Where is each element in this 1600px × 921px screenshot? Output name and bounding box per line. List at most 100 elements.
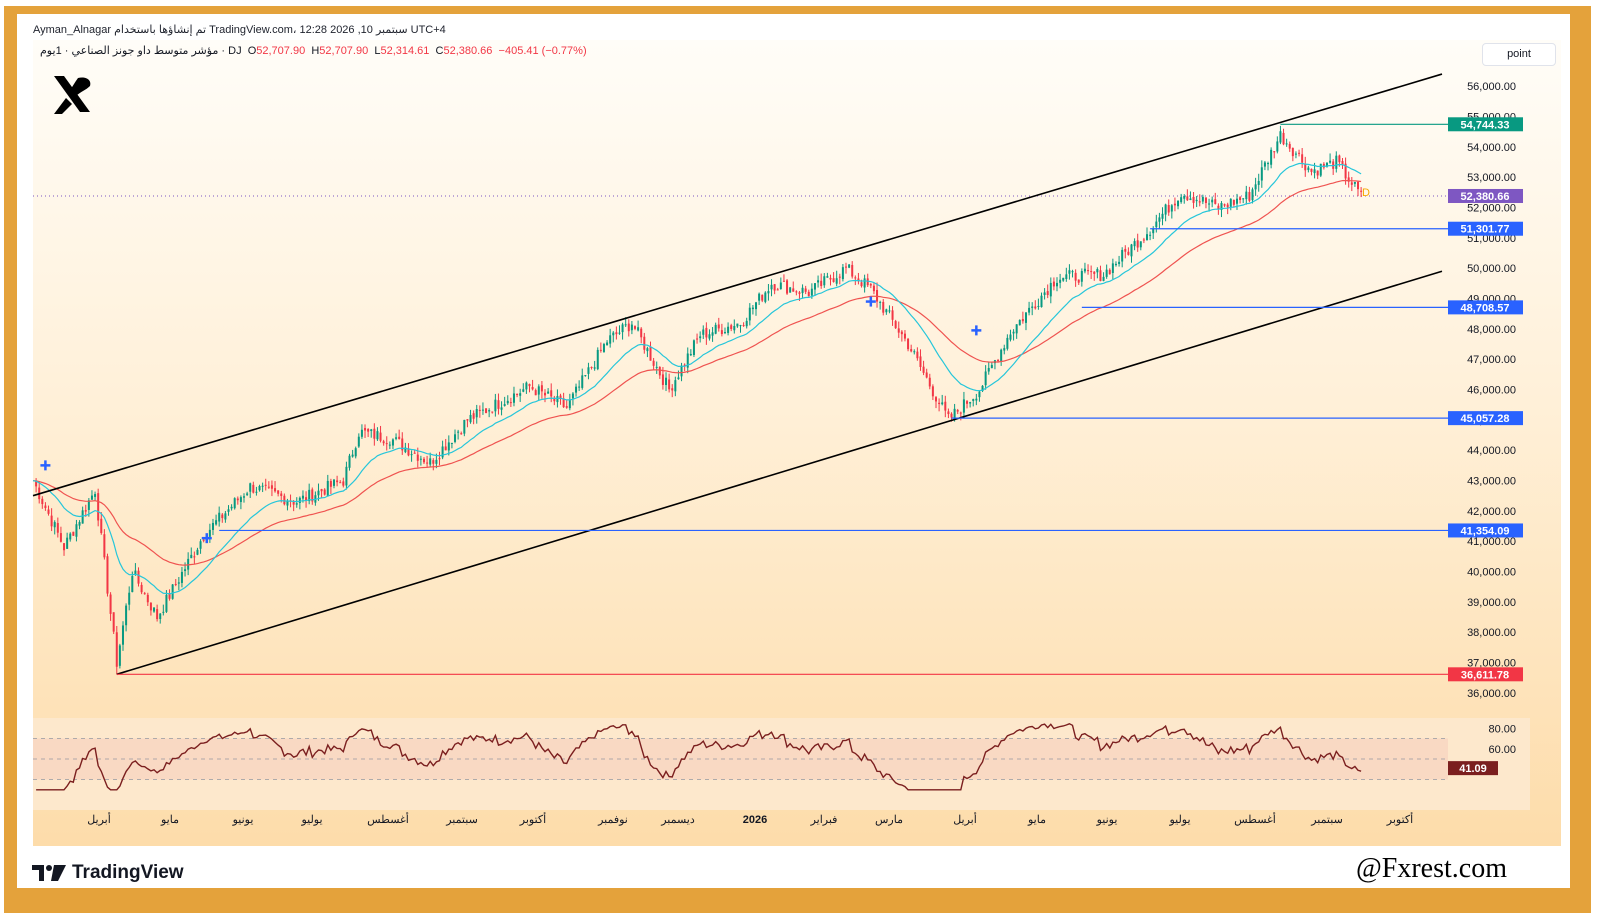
candle-body: [1310, 168, 1313, 172]
candle-body: [829, 277, 832, 280]
candle-body: [485, 408, 488, 414]
candle-body: [146, 594, 149, 603]
candle-body: [1099, 270, 1102, 282]
candle-body: [1360, 190, 1363, 192]
candle-body: [789, 287, 792, 293]
candle-body: [1068, 270, 1071, 274]
candle-body: [844, 266, 848, 268]
candle-body: [1012, 331, 1015, 334]
candle-body: [1090, 271, 1093, 273]
candle-body: [78, 522, 81, 526]
candle-body: [329, 481, 332, 487]
candle-body: [404, 447, 407, 453]
x-tick-label: يوليو: [300, 814, 322, 826]
candle-body: [1040, 295, 1043, 308]
candle-body: [463, 419, 466, 434]
candle-body: [1322, 163, 1325, 168]
candle-body: [1059, 279, 1062, 283]
candle-body: [1232, 200, 1235, 205]
candle-body: [193, 556, 196, 558]
candle-body: [522, 389, 525, 392]
candle-body: [705, 327, 708, 338]
candle-body: [817, 280, 820, 283]
candle-body: [1254, 184, 1257, 190]
candle-body: [975, 398, 978, 401]
candle-body: [168, 593, 171, 599]
candle-body: [661, 374, 664, 385]
candle-body: [730, 325, 733, 330]
candle-body: [922, 366, 925, 373]
candle-body: [835, 278, 838, 284]
candle-body: [364, 428, 367, 431]
candle-body: [1235, 198, 1238, 204]
candle-body: [1155, 221, 1158, 228]
candle-body: [882, 301, 885, 313]
candle-body: [1208, 203, 1211, 205]
candle-body: [792, 288, 795, 292]
candle-body: [888, 310, 891, 312]
candle-body: [832, 278, 835, 282]
symbol-title: مؤشر متوسط داو جونز الصناعي · 1يوم · DJ: [40, 45, 242, 57]
candle-body: [274, 488, 277, 492]
tradingview-logo[interactable]: TradingView: [32, 862, 184, 884]
level-label-level-45057: 45,057.28: [1461, 413, 1510, 425]
candle-body: [385, 443, 388, 445]
candle-body: [441, 446, 444, 458]
candle-body: [1052, 281, 1055, 287]
candle-body: [81, 510, 84, 524]
candle-body: [72, 531, 75, 536]
candle-body: [444, 446, 447, 451]
candle-body: [1353, 181, 1356, 184]
candle-body: [807, 291, 810, 297]
candle-body: [1217, 205, 1220, 210]
candle-body: [950, 413, 953, 418]
candle-body: [1319, 163, 1322, 176]
candle-body: [1211, 199, 1214, 203]
candle-body: [94, 494, 97, 497]
candle-body: [469, 414, 472, 423]
candle-body: [640, 328, 643, 338]
candle-body: [233, 498, 236, 509]
candle-body: [596, 349, 599, 370]
candle-body: [674, 380, 677, 392]
candle-body: [1242, 198, 1245, 200]
candle-body: [376, 431, 379, 440]
candle-body: [258, 485, 261, 491]
candle-body: [35, 480, 38, 487]
candle-body: [646, 348, 649, 352]
candle-body: [345, 466, 348, 486]
candle-body: [1000, 349, 1003, 362]
candle-body: [928, 377, 931, 387]
candle-body: [755, 302, 758, 310]
candle-body: [900, 331, 903, 335]
chart-background: [33, 40, 1561, 846]
candle-body: [478, 409, 481, 411]
ema-fast-line: [32, 162, 1362, 595]
rsi-tick-label: 60.00: [1488, 744, 1516, 756]
candle-body: [75, 524, 78, 537]
candle-body: [357, 436, 360, 447]
candle-body: [1220, 203, 1223, 210]
candle-body: [786, 280, 789, 294]
candle-body: [1251, 189, 1254, 201]
candle-body: [125, 605, 128, 626]
candle-body: [748, 307, 751, 321]
candle-body: [987, 367, 990, 372]
candle-body: [320, 489, 323, 492]
candle-body: [810, 288, 813, 296]
y-tick-label: 50,000.00: [1467, 263, 1516, 275]
candle-body: [969, 402, 972, 404]
candle-body: [776, 289, 779, 291]
scale-mode-button[interactable]: point: [1482, 43, 1556, 66]
candle-body: [283, 495, 286, 505]
candle-body: [782, 280, 785, 282]
channel-lower-line: [116, 270, 1443, 676]
candle-body: [398, 436, 401, 439]
channel-upper-line: [32, 73, 1443, 497]
candle-body: [972, 399, 975, 401]
candle-body: [360, 429, 363, 437]
candle-body: [1071, 271, 1074, 273]
level-tag-resistance-high: [1448, 117, 1523, 132]
candle-body: [1130, 244, 1133, 257]
